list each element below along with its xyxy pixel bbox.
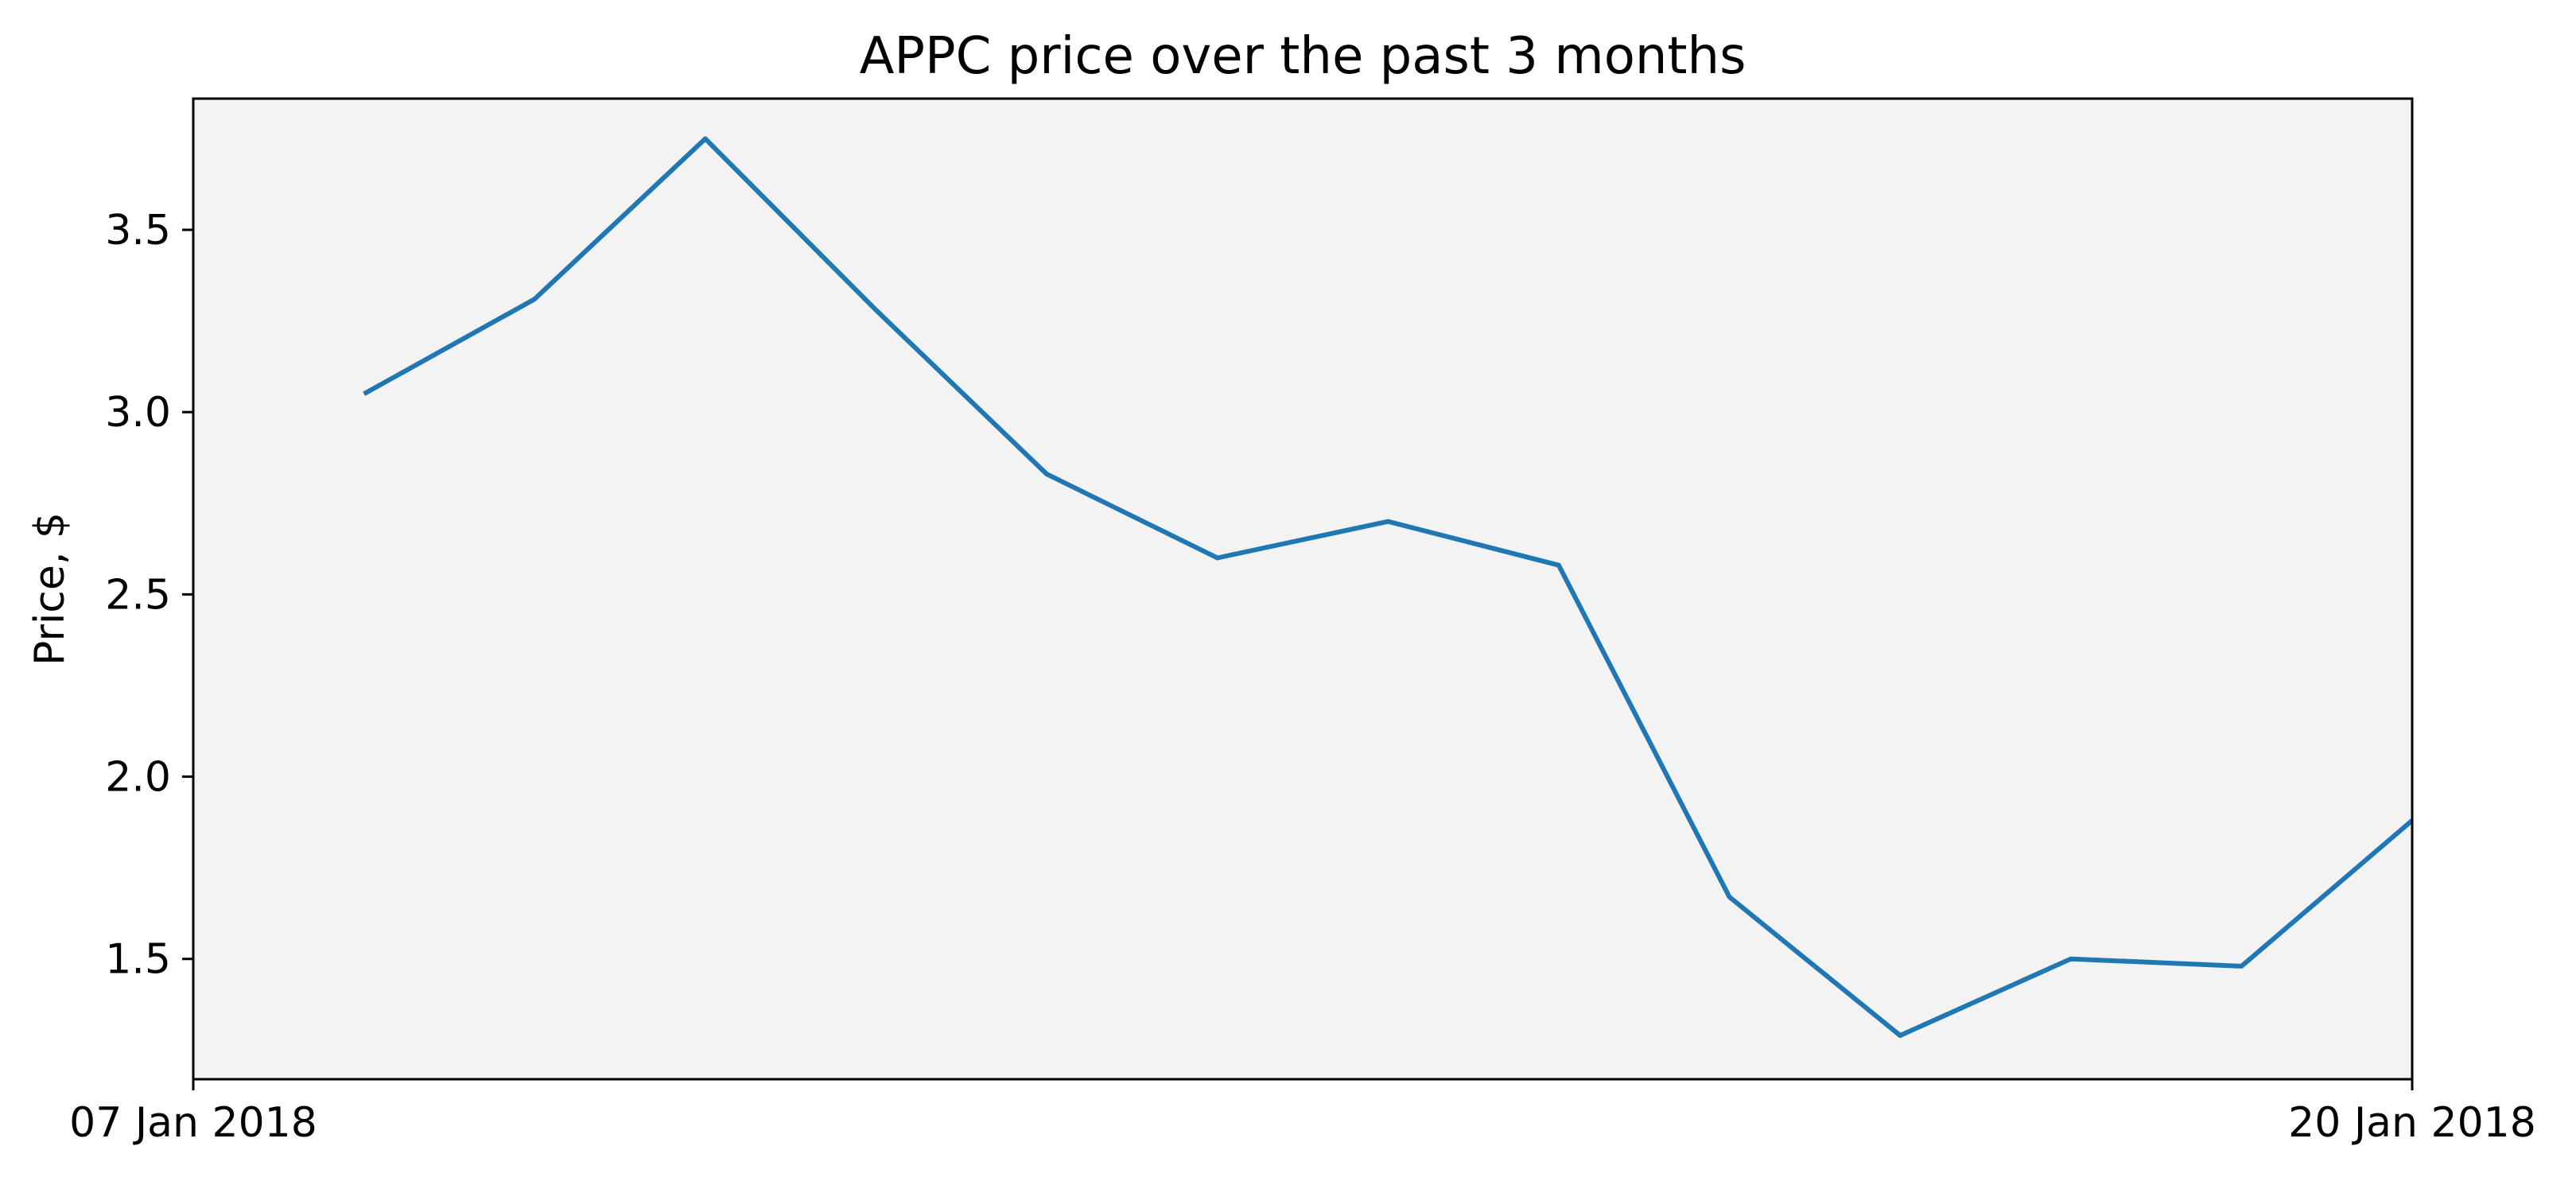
data-point [876, 309, 877, 311]
x-tick-label: 20 Jan 2018 [2288, 1099, 2536, 1147]
plot-frame [192, 97, 2414, 1081]
series-line [363, 136, 2414, 1038]
data-point [1387, 521, 1389, 523]
y-axis: 1.5 2.0 2.5 3.0 3.5 [105, 207, 193, 984]
y-tick-label: 2.0 [105, 754, 171, 802]
series-layer [363, 136, 2414, 1038]
chart-title: APPC price over the past 3 months [860, 27, 1746, 86]
data-point [534, 298, 535, 300]
y-axis-label: Price, $ [26, 512, 74, 666]
data-point [1729, 896, 1731, 898]
x-tick-label: 07 Jan 2018 [69, 1099, 317, 1147]
y-tick-label: 3.5 [105, 207, 171, 254]
data-point [363, 393, 365, 394]
data-point [1558, 565, 1560, 566]
x-axis: 07 Jan 2018 20 Jan 2018 [69, 1079, 2536, 1147]
y-tick-label: 2.5 [105, 571, 171, 619]
plot-area [193, 99, 2412, 1079]
y-tick-label: 1.5 [105, 936, 171, 984]
data-point [1217, 558, 1218, 559]
data-point [1046, 473, 1047, 475]
data-point [2240, 965, 2242, 967]
y-tick-label: 3.0 [105, 389, 171, 437]
data-point [705, 138, 706, 139]
data-point [1899, 1035, 1901, 1036]
data-point [2070, 958, 2072, 960]
